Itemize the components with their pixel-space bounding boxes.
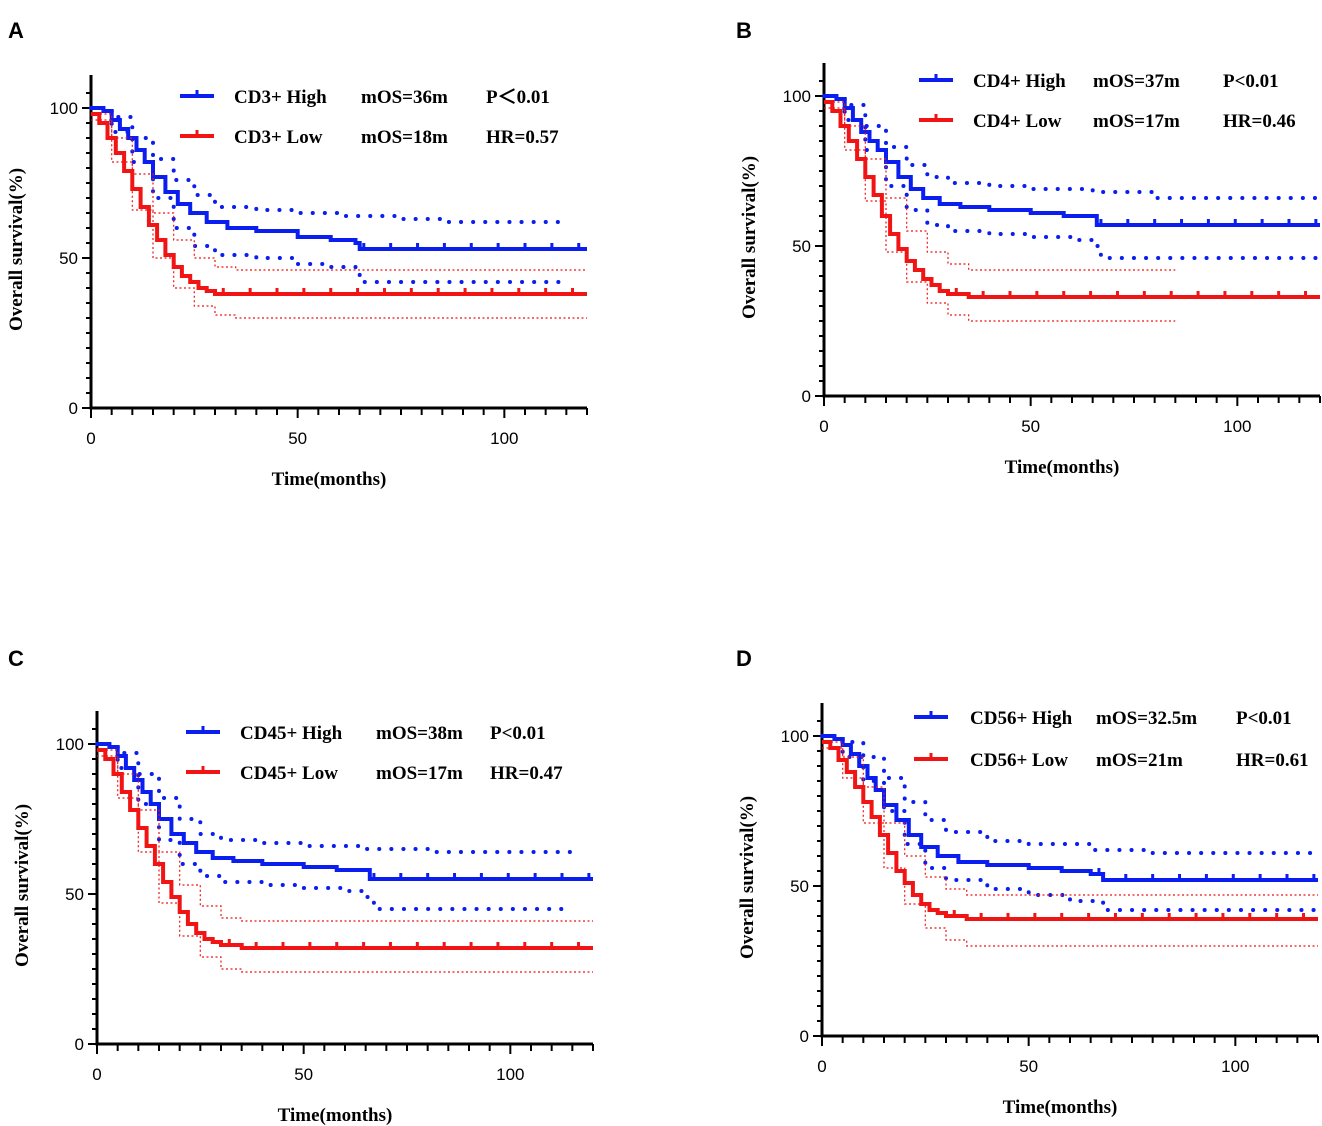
panel-a-series-cd3-high-lower [89, 106, 569, 284]
panel-c-legend-label-high: CD45+ High [240, 723, 343, 744]
panel-d-xtick-label: 50 [1019, 1057, 1038, 1076]
panel-a-series-cd3-low-lower [91, 119, 587, 319]
panel-a-xtick-label: 100 [490, 429, 518, 448]
panel-a-legend-mos-high: mOS=36m [361, 87, 448, 108]
panel-d-series-cd56-low-lower [822, 747, 1318, 947]
panel-d-legend-label-low: CD56+ Low [970, 750, 1068, 771]
panel-c-ytick-label: 100 [56, 735, 84, 754]
panel-a-series-cd3-high [91, 106, 587, 251]
panel-a-ytick-label: 0 [69, 399, 78, 418]
panel-b-xtick-label: 100 [1223, 417, 1251, 436]
panel-a-series-cd3-low-upper [91, 113, 587, 271]
panel-d-legend-stat-low: HR=0.61 [1236, 750, 1309, 771]
panel-c-legend-stat-high: P<0.01 [490, 723, 546, 744]
panel-b-xtick-label: 50 [1021, 417, 1040, 436]
panel-a-letter: A [8, 18, 24, 43]
panel-b-x-title: Time(months) [1005, 457, 1120, 478]
panel-c-ytick-label: 50 [65, 885, 84, 904]
panel-b-ytick-label: 0 [802, 387, 811, 406]
panel-c-letter: C [8, 646, 24, 671]
panel-b-legend: CD4+ High mOS=37m P<0.01 CD4+ Low mOS=17m HR=… [919, 71, 1296, 132]
panel-b: B 0 50 100 0 50 100 Time(months) Overall surviva… [736, 18, 1322, 478]
panel-d-y-title: Overall survival(%) [737, 796, 758, 959]
panel-d-legend: CD56+ High mOS=32.5m P<0.01 CD56+ Low mOS=21… [914, 708, 1309, 771]
panel-a-legend-stat-high: P＜0.01 [486, 87, 550, 108]
panel-a-ytick-label: 100 [50, 99, 78, 118]
panel-a-xtick-label: 50 [288, 429, 307, 448]
panel-c-legend-stat-low: HR=0.47 [490, 763, 563, 784]
panel-c-series-cd45-low [97, 748, 593, 950]
panel-d: D 0 50 100 0 50 100 Time(months) Overall surviva… [736, 646, 1320, 1118]
panel-b-series-cd4-high-upper [822, 94, 1322, 200]
panel-b-legend-mos-low: mOS=17m [1093, 111, 1180, 132]
panel-d-ytick-label: 50 [790, 877, 809, 896]
panel-b-legend-mos-high: mOS=37m [1093, 71, 1180, 92]
panel-a-x-title: Time(months) [272, 469, 387, 490]
panel-b-series-cd4-high [824, 94, 1320, 227]
panel-d-legend-mos-high: mOS=32.5m [1096, 708, 1197, 729]
panel-a-legend-stat-low: HR=0.57 [486, 127, 559, 148]
panel-c-legend: CD45+ High mOS=38m P<0.01 CD45+ Low mOS=17m H… [186, 723, 563, 784]
panel-a-series-cd3-low [91, 112, 587, 296]
panel-b-series-cd4-high-lower [822, 94, 1322, 260]
panel-b-y-title: Overall survival(%) [739, 156, 760, 319]
panel-d-legend-mos-low: mOS=21m [1096, 750, 1183, 771]
panel-b-ytick-label: 50 [792, 237, 811, 256]
panel-c-series-cd45-high-lower [95, 742, 575, 911]
panel-d-legend-stat-high: P<0.01 [1236, 708, 1292, 729]
panel-c-legend-label-low: CD45+ Low [240, 763, 338, 784]
panel-b-ytick-label: 100 [783, 87, 811, 106]
panel-c-legend-mos-high: mOS=38m [376, 723, 463, 744]
panel-b-letter: B [736, 18, 752, 43]
panel-a-y-title: Overall survival(%) [6, 168, 27, 331]
panel-d-legend-label-high: CD56+ High [970, 708, 1073, 729]
panel-a: A 0 50 100 0 50 100 Time(months) Overall surviva… [6, 18, 588, 490]
panel-c-ytick-label: 0 [75, 1035, 84, 1054]
panel-a-legend-label-low: CD3+ Low [234, 127, 323, 148]
panel-c-xtick-label: 100 [496, 1065, 524, 1084]
panel-a-legend-label-high: CD3+ High [234, 87, 327, 108]
panels-container: A 0 50 100 0 50 100 Time(months) Overall surviva… [6, 18, 1322, 1126]
panel-a-xtick-label: 0 [86, 429, 95, 448]
panel-d-ytick-label: 100 [781, 727, 809, 746]
panel-b-legend-label-low: CD4+ Low [973, 111, 1062, 132]
panel-c-x-title: Time(months) [278, 1105, 393, 1126]
panel-c: C 0 50 100 0 50 100 Time(months) Overall surviva… [8, 646, 594, 1126]
panel-d-series-cd56-low [822, 740, 1318, 921]
panel-b-series-cd4-low [824, 100, 1320, 299]
panel-a-series-cd3-high-upper [89, 106, 569, 224]
panel-c-series-cd45-high-upper [95, 742, 575, 854]
panel-c-series-cd45-low-lower [97, 755, 593, 973]
panel-d-xtick-label: 100 [1221, 1057, 1249, 1076]
panel-d-series-cd56-high [822, 734, 1318, 882]
panel-d-ytick-label: 0 [800, 1027, 809, 1046]
panel-b-legend-stat-low: HR=0.46 [1223, 111, 1296, 132]
panel-c-y-title: Overall survival(%) [12, 804, 33, 967]
panel-b-series-cd4-low-upper [824, 101, 1176, 271]
panel-a-ytick-label: 50 [59, 249, 78, 268]
panel-c-series-cd45-low-upper [97, 749, 593, 922]
panel-c-xtick-label: 0 [92, 1065, 101, 1084]
panel-d-x-title: Time(months) [1003, 1097, 1118, 1118]
panel-d-xtick-label: 0 [817, 1057, 826, 1076]
panel-c-legend-mos-low: mOS=17m [376, 763, 463, 784]
panel-a-legend-mos-low: mOS=18m [361, 127, 448, 148]
panel-d-letter: D [736, 646, 752, 671]
panel-b-xtick-label: 0 [819, 417, 828, 436]
panel-a-legend: CD3+ High mOS=36m P＜0.01 CD3+ Low mOS=18m HR=… [180, 87, 559, 148]
panel-b-series-cd4-low-lower [824, 107, 1176, 322]
panel-c-xtick-label: 50 [294, 1065, 313, 1084]
panel-b-legend-stat-high: P<0.01 [1223, 71, 1279, 92]
panel-d-series-cd56-low-upper [822, 741, 1318, 896]
panel-b-legend-label-high: CD4+ High [973, 71, 1066, 92]
panel-c-series-cd45-high [97, 742, 593, 881]
